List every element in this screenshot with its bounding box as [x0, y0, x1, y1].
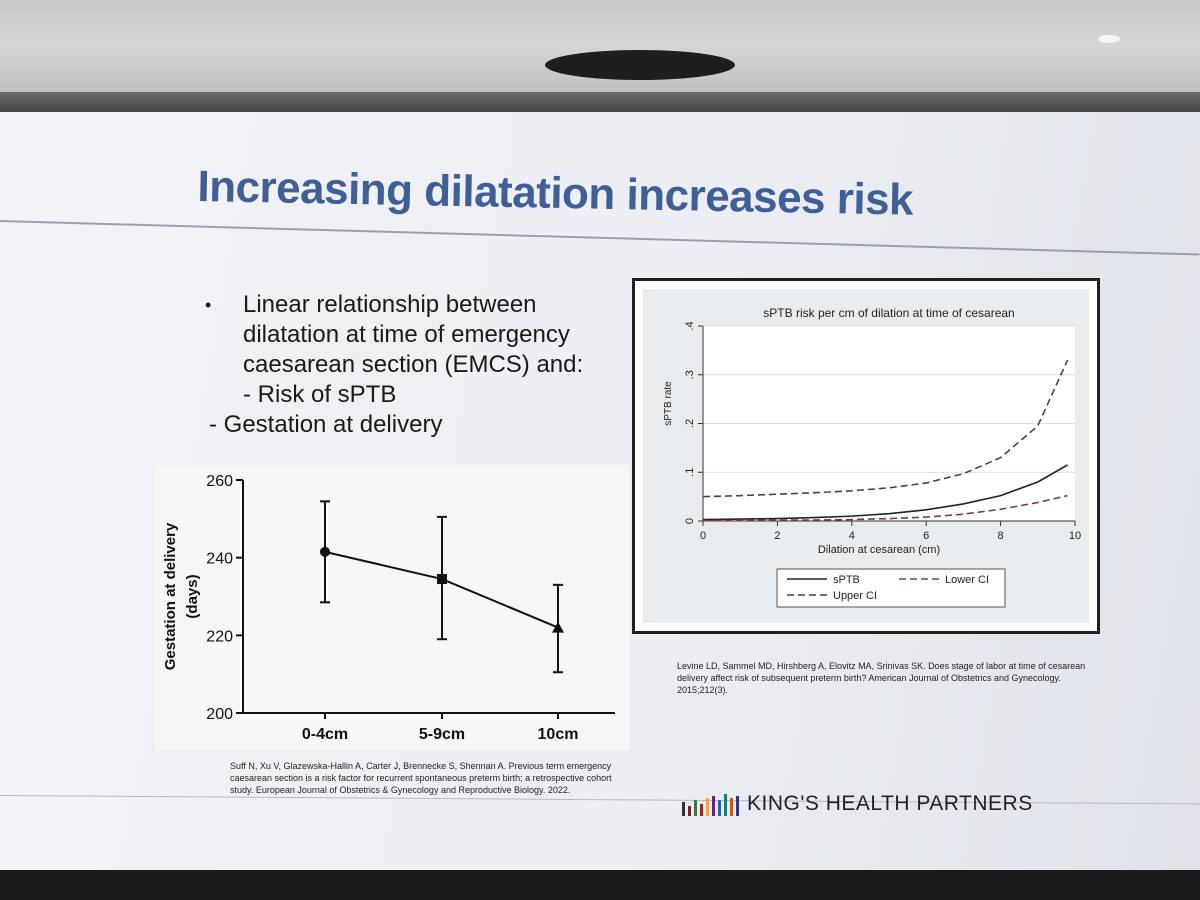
sptb-risk-chart: sPTB risk per cm of dilation at time of …	[632, 278, 1100, 634]
logo-bar	[700, 804, 703, 816]
citation-levine: Levine LD, Sammel MD, Hirshberg A, Elovi…	[677, 661, 1086, 695]
legend-label: Lower CI	[945, 574, 989, 586]
x-tick-label: 0-4cm	[302, 726, 348, 743]
legend-box	[776, 568, 1006, 608]
sub-bullet-gestation: - Gestation at delivery	[209, 411, 443, 438]
logo-bar	[730, 798, 733, 816]
ceiling-sensor	[1098, 35, 1120, 43]
y-tick-label: 240	[206, 551, 233, 568]
data-point-triangle	[552, 621, 564, 633]
room-ceiling	[0, 0, 1200, 110]
kings-health-partners-logo: KING'S HEALTH PARTNERS	[682, 792, 1033, 816]
ceiling-light	[545, 50, 735, 80]
series-line-lower-ci	[703, 494, 1068, 522]
y-tick-label: .4	[684, 321, 696, 330]
y-tick-label: 200	[206, 706, 233, 723]
y-tick-label: 260	[206, 473, 233, 490]
chart-title: sPTB risk per cm of dilation at time of …	[763, 306, 1014, 320]
data-point-circle	[320, 546, 330, 557]
x-tick-label: 10	[1069, 530, 1081, 542]
citation-suff: Suff N, Xu V, Glazewska-Hallin A, Carter…	[230, 761, 612, 795]
y-axis-label: sPTB rate	[663, 381, 674, 426]
logo-bar	[706, 798, 709, 816]
logo-bar	[694, 800, 697, 816]
series-line-sptb	[702, 464, 1068, 521]
y-tick-label: 220	[206, 628, 233, 645]
x-tick-label: 5-9cm	[419, 726, 465, 743]
legend-label: Upper CI	[833, 590, 877, 602]
bullet-item: • Linear relationship between dilatation…	[205, 290, 635, 410]
gestation-chart: 200 220 240 260 0-4cm 5-9cm 10cm Gestation at d…	[155, 465, 630, 750]
logo-bar	[712, 796, 715, 816]
x-tick-label: 6	[923, 530, 929, 542]
logo-mark-icon	[682, 792, 739, 816]
bullet-dot-icon: •	[205, 295, 212, 315]
gestation-chart-svg: 200 220 240 260 0-4cm 5-9cm 10cm Gestation at d…	[162, 473, 615, 743]
bullet-line: dilatation at time of emergency	[243, 321, 570, 348]
logo-bar	[736, 796, 739, 816]
x-tick-label: 10cm	[538, 726, 579, 743]
room-floor	[0, 870, 1200, 900]
logo-bar	[688, 806, 691, 816]
bullet-list: • Linear relationship between dilatation…	[205, 290, 635, 440]
y-tick-label: .2	[684, 419, 696, 428]
logo-text: KING'S HEALTH PARTNERS	[747, 792, 1033, 815]
bullet-line: Linear relationship between	[243, 291, 537, 318]
y-tick-label: .3	[684, 370, 696, 379]
x-axis-label: Dilation at cesarean (cm)	[818, 544, 940, 556]
sptb-risk-chart-svg: sPTB risk per cm of dilation at time of …	[643, 289, 1089, 623]
x-tick-label: 4	[849, 530, 855, 542]
y-tick-label: 0	[684, 518, 696, 524]
logo-bar	[682, 802, 685, 816]
bullet-text: Linear relationship between dilatation a…	[243, 290, 583, 410]
x-tick-label: 2	[774, 530, 780, 542]
y-tick-label: .1	[684, 468, 696, 477]
y-axis-label-line: (days)	[184, 574, 201, 618]
y-axis-label: Gestation at delivery (days)	[162, 522, 201, 670]
x-tick-label: 0	[700, 530, 706, 542]
bullet-line: caesarean section (EMCS) and:	[243, 351, 584, 378]
x-tick-label: 8	[998, 530, 1004, 542]
legend-label: sPTB	[833, 574, 860, 586]
sub-bullet-sptb: - Risk of sPTB	[243, 381, 397, 408]
logo-bar	[718, 800, 721, 816]
data-point-square	[437, 574, 447, 585]
logo-bar	[724, 794, 727, 816]
y-axis-label-line: Gestation at delivery	[162, 522, 179, 670]
